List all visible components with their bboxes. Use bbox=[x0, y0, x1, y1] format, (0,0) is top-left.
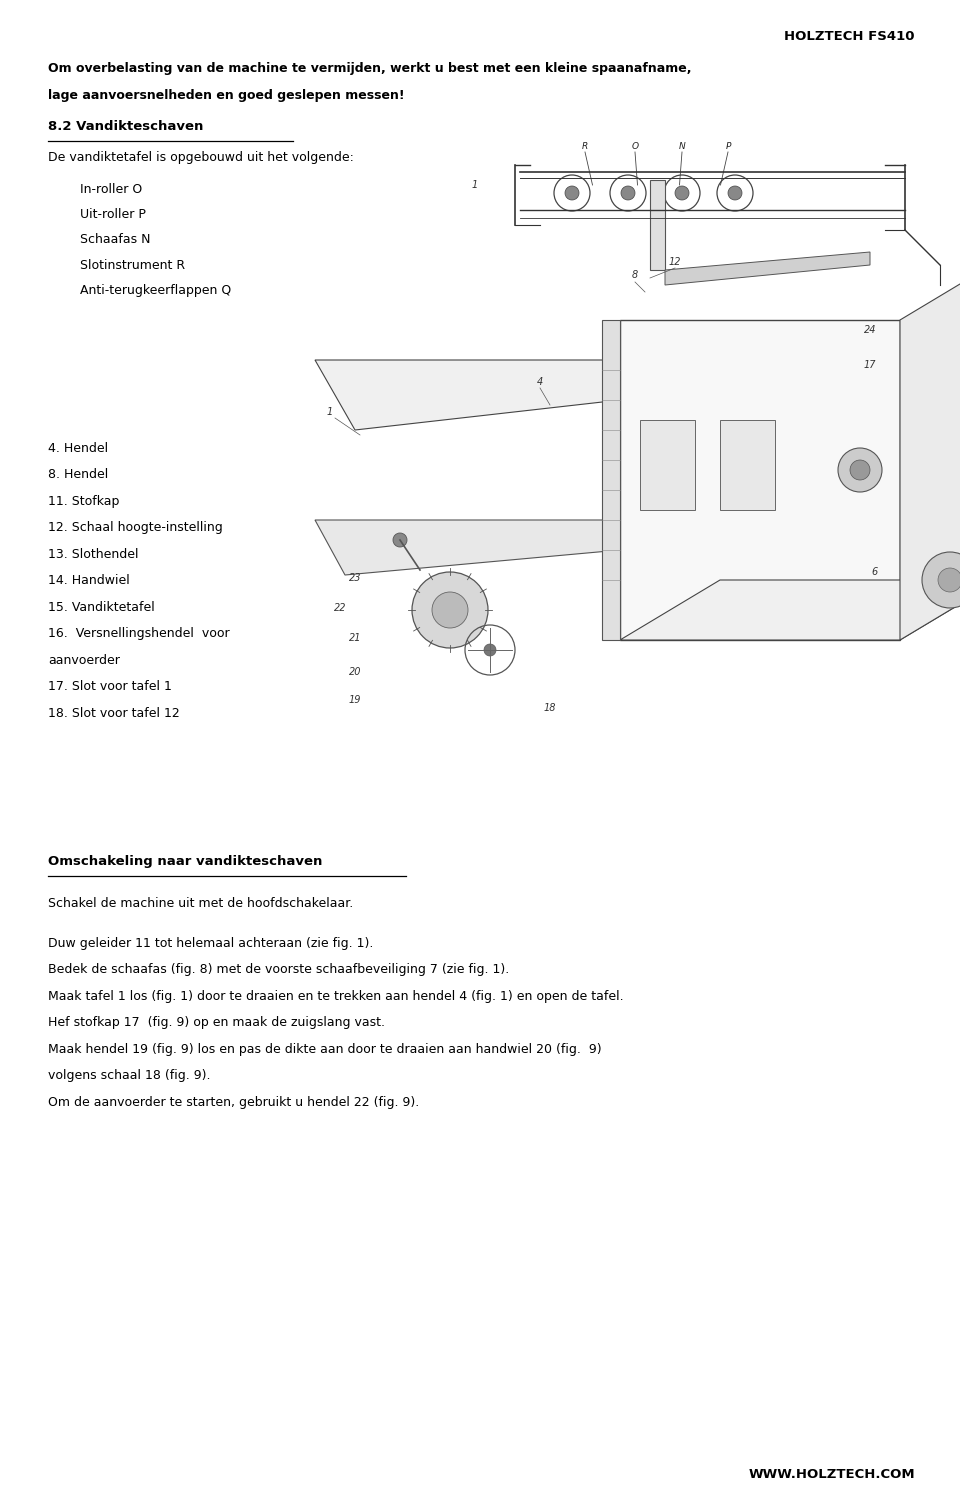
Text: Maak tafel 1 los (fig. 1) door te draaien en te trekken aan hendel 4 (fig. 1) en: Maak tafel 1 los (fig. 1) door te draaie… bbox=[48, 990, 624, 1002]
Text: lage aanvoersnelheden en goed geslepen messen!: lage aanvoersnelheden en goed geslepen m… bbox=[48, 88, 404, 102]
Text: O: O bbox=[632, 142, 638, 151]
Text: Omschakeling naar vandikteschaven: Omschakeling naar vandikteschaven bbox=[48, 855, 323, 867]
Text: De vandiktetafel is opgebouwd uit het volgende:: De vandiktetafel is opgebouwd uit het vo… bbox=[48, 151, 354, 165]
Text: 4: 4 bbox=[537, 377, 543, 386]
Bar bbox=[720, 419, 775, 509]
Text: 4. Hendel: 4. Hendel bbox=[48, 442, 108, 455]
Text: 24: 24 bbox=[864, 325, 876, 336]
Text: In-roller O: In-roller O bbox=[80, 183, 142, 196]
Text: 6: 6 bbox=[872, 568, 878, 577]
Text: 17. Slot voor tafel 1: 17. Slot voor tafel 1 bbox=[48, 680, 172, 694]
Text: 22: 22 bbox=[334, 604, 347, 613]
Circle shape bbox=[938, 568, 960, 592]
Text: 11. Stofkap: 11. Stofkap bbox=[48, 494, 119, 508]
Text: Hef stofkap 17  (fig. 9) op en maak de zuigslang vast.: Hef stofkap 17 (fig. 9) op en maak de zu… bbox=[48, 1016, 385, 1029]
Text: 15. Vandiktetafel: 15. Vandiktetafel bbox=[48, 601, 155, 614]
Text: WWW.HOLZTECH.COM: WWW.HOLZTECH.COM bbox=[749, 1468, 915, 1482]
Circle shape bbox=[484, 644, 496, 656]
Text: N: N bbox=[679, 142, 685, 151]
Text: 1: 1 bbox=[326, 407, 333, 416]
Circle shape bbox=[922, 551, 960, 608]
Polygon shape bbox=[315, 360, 620, 430]
Bar bbox=[650, 180, 665, 270]
Text: 18: 18 bbox=[543, 703, 556, 713]
Text: Duw geleider 11 tot helemaal achteraan (zie fig. 1).: Duw geleider 11 tot helemaal achteraan (… bbox=[48, 936, 373, 950]
Bar bbox=[640, 419, 695, 509]
Polygon shape bbox=[315, 520, 620, 575]
Text: R: R bbox=[582, 142, 588, 151]
Bar bbox=[620, 321, 900, 640]
Text: 23: 23 bbox=[348, 574, 361, 583]
Text: 8. Hendel: 8. Hendel bbox=[48, 469, 108, 481]
Text: Schaafas N: Schaafas N bbox=[80, 234, 151, 246]
Polygon shape bbox=[665, 252, 870, 285]
Text: 12: 12 bbox=[669, 258, 682, 267]
Text: 13. Slothendel: 13. Slothendel bbox=[48, 548, 138, 560]
Circle shape bbox=[850, 460, 870, 479]
Bar bbox=[602, 321, 620, 640]
Text: Uit-roller P: Uit-roller P bbox=[80, 208, 146, 222]
Bar bbox=[505, 0, 925, 135]
Circle shape bbox=[675, 186, 689, 201]
Text: Maak hendel 19 (fig. 9) los en pas de dikte aan door te draaien aan handwiel 20 : Maak hendel 19 (fig. 9) los en pas de di… bbox=[48, 1043, 602, 1056]
Circle shape bbox=[393, 533, 407, 547]
Text: P: P bbox=[726, 142, 731, 151]
Text: 21: 21 bbox=[348, 634, 361, 643]
Circle shape bbox=[621, 186, 635, 201]
Text: aanvoerder: aanvoerder bbox=[48, 655, 120, 667]
Polygon shape bbox=[620, 580, 960, 640]
Text: volgens schaal 18 (fig. 9).: volgens schaal 18 (fig. 9). bbox=[48, 1070, 210, 1083]
Text: Om overbelasting van de machine te vermijden, werkt u best met een kleine spaana: Om overbelasting van de machine te vermi… bbox=[48, 61, 691, 75]
Text: 18. Slot voor tafel 12: 18. Slot voor tafel 12 bbox=[48, 707, 180, 721]
Text: HOLZTECH FS410: HOLZTECH FS410 bbox=[784, 30, 915, 43]
Text: 8: 8 bbox=[632, 270, 638, 280]
Text: Anti-terugkeerflappen Q: Anti-terugkeerflappen Q bbox=[80, 283, 231, 297]
Text: 1: 1 bbox=[472, 180, 478, 190]
Circle shape bbox=[728, 186, 742, 201]
Text: 17: 17 bbox=[864, 360, 876, 370]
Text: 12. Schaal hoogte-instelling: 12. Schaal hoogte-instelling bbox=[48, 521, 223, 535]
Text: 14. Handwiel: 14. Handwiel bbox=[48, 575, 130, 587]
Text: 19: 19 bbox=[348, 695, 361, 706]
Circle shape bbox=[432, 592, 468, 628]
Text: Om de aanvoerder te starten, gebruikt u hendel 22 (fig. 9).: Om de aanvoerder te starten, gebruikt u … bbox=[48, 1097, 420, 1109]
Text: 20: 20 bbox=[348, 667, 361, 677]
Circle shape bbox=[838, 448, 882, 491]
Text: Schakel de machine uit met de hoofdschakelaar.: Schakel de machine uit met de hoofdschak… bbox=[48, 897, 353, 911]
Text: Slotinstrument R: Slotinstrument R bbox=[80, 259, 185, 271]
Text: 16.  Versnellingshendel  voor: 16. Versnellingshendel voor bbox=[48, 628, 229, 641]
Text: 8.2 Vandikteschaven: 8.2 Vandikteschaven bbox=[48, 120, 204, 133]
Polygon shape bbox=[900, 261, 960, 640]
Circle shape bbox=[412, 572, 488, 649]
Circle shape bbox=[565, 186, 579, 201]
Text: Bedek de schaafas (fig. 8) met de voorste schaafbeveiliging 7 (zie fig. 1).: Bedek de schaafas (fig. 8) met de voorst… bbox=[48, 963, 509, 977]
